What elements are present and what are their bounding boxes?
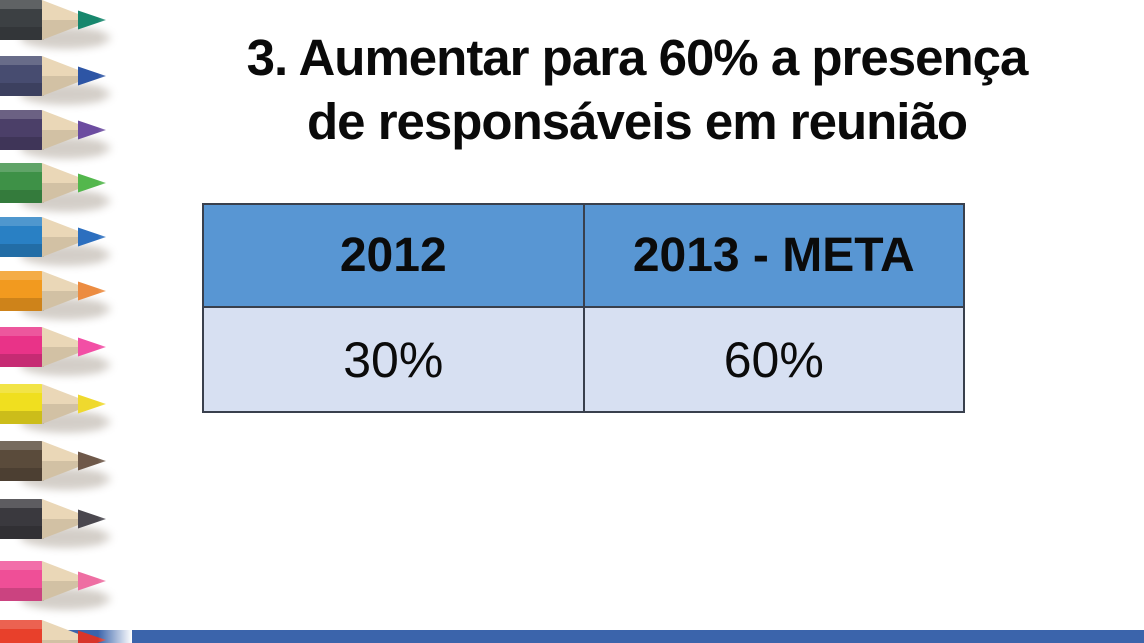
slide-title-line-2: de responsáveis em reunião xyxy=(307,93,968,150)
goal-table: 2012 2013 - META 30% 60% xyxy=(202,203,965,413)
goal-table-header: 2012 2013 - META xyxy=(202,203,965,308)
blue-pencil-icon xyxy=(0,217,112,266)
yellow-pencil-icon xyxy=(0,384,112,433)
bottom-accent-bar xyxy=(55,630,1144,643)
magenta-pencil-icon xyxy=(0,327,112,376)
goal-table-body: 30% 60% xyxy=(202,306,965,413)
pink-pencil-icon xyxy=(0,561,112,610)
green-pencil-icon xyxy=(0,163,112,212)
goal-table-header-row: 2012 2013 - META xyxy=(202,203,965,308)
goal-table-value-cell-1: 60% xyxy=(582,306,965,413)
brown-pencil-icon xyxy=(0,441,112,490)
goal-table-value-cell-0: 30% xyxy=(202,306,585,413)
orange-pencil-icon xyxy=(0,271,112,320)
goal-table-header-cell-1: 2013 - META xyxy=(582,203,965,308)
charcoal-pencil-icon xyxy=(0,0,112,49)
goal-table-row: 30% 60% xyxy=(202,306,965,413)
purple-pencil-icon xyxy=(0,110,112,159)
black-pencil-icon xyxy=(0,499,112,548)
navy-pencil-icon xyxy=(0,56,112,105)
slide-title-line-1: 3. Aumentar para 60% a presença xyxy=(246,29,1029,86)
slide-title: 3. Aumentar para 60% a presença de respo… xyxy=(130,26,1144,154)
colored-pencils-border-image xyxy=(0,0,132,643)
red-pencil-icon xyxy=(0,620,106,643)
goal-table-header-cell-0: 2012 xyxy=(202,203,585,308)
